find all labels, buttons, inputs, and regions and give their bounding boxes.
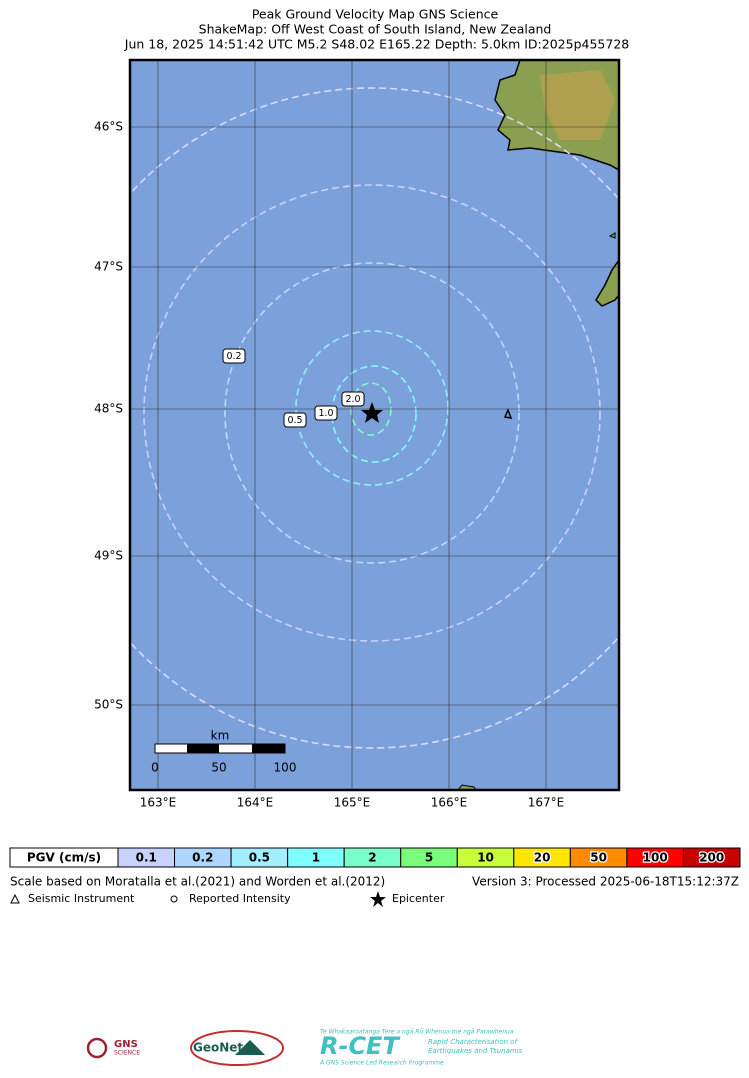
legend-bin-label: 10: [477, 851, 494, 865]
rcet-top: Te Whakaaroatanga Tere o ngā Rū Whenua m…: [320, 1029, 514, 1036]
contour-label: 0.2: [226, 351, 241, 362]
pgv-legend: PGV (cm/s) 0.1 0.2 0.5 1 2 5 10 20 50 100 200: [9, 847, 741, 868]
gns-logo: GNS: [114, 1039, 138, 1050]
legend-bin-label: 5: [425, 851, 433, 865]
geonet-ring: [190, 1030, 284, 1066]
contour: [224, 262, 520, 564]
scale-bar: km 0 50 100: [151, 729, 296, 775]
legend-bin-label: 2: [368, 851, 376, 865]
lon-label: 163°E: [140, 796, 177, 810]
legend-bin-label: 0.1: [136, 851, 157, 865]
map-area: 0.2 2.0 1.0 0.5 km 0 50 100: [130, 60, 619, 790]
lat-labels: 46°S 47°S 48°S 49°S 50°S: [94, 120, 123, 712]
epicenter: [361, 402, 383, 423]
symbol-label: Epicenter: [392, 892, 445, 905]
ocean: [130, 60, 619, 790]
scale-label: 50: [211, 761, 226, 775]
instrument-symbol: [10, 893, 20, 904]
lat-label: 47°S: [94, 260, 123, 274]
gns-logo-sub: SCIENCE: [114, 1050, 140, 1057]
scale-label: 100: [274, 761, 297, 775]
legend-title: PGV (cm/s): [27, 851, 101, 865]
lon-label: 167°E: [528, 796, 565, 810]
footer-version: Version 3: Processed 2025-06-18T15:12:37…: [472, 875, 739, 889]
lat-label: 50°S: [94, 698, 123, 712]
label-box: [283, 412, 307, 428]
label-box: [314, 405, 338, 421]
scale-seg: [252, 744, 285, 753]
rcet-side: Rapid Characterisation of: [428, 1038, 519, 1046]
legend-bin-label: 20: [534, 851, 551, 865]
lon-label: 166°E: [431, 796, 468, 810]
geonet-logo: GeoNet: [193, 1041, 243, 1055]
island: [608, 232, 616, 239]
land-relief: [540, 70, 615, 140]
graticule: [130, 60, 619, 790]
lon-labels: 163°E 164°E 165°E 166°E 167°E: [140, 796, 565, 810]
lat-label: 48°S: [94, 402, 123, 416]
title-line: Peak Ground Velocity Map GNS Science: [252, 7, 499, 22]
contour-labels: 0.2 2.0 1.0 0.5: [222, 348, 365, 428]
scale-unit: km: [211, 729, 230, 743]
lat-label: 49°S: [94, 549, 123, 563]
scale-label: 0: [151, 761, 159, 775]
logos: GNS SCIENCE GeoNet Te Whakaaroatanga Ter…: [86, 1029, 523, 1067]
rcet-logo: R-CET: [320, 1032, 400, 1060]
contour-label: 2.0: [345, 394, 360, 405]
legend-bin-label: 50: [590, 851, 607, 865]
island: [503, 407, 513, 419]
scale-seg: [187, 744, 219, 753]
contour: [143, 184, 601, 642]
legend-bin-label: 0.5: [249, 851, 270, 865]
title-line: ShakeMap: Off West Coast of South Island…: [199, 22, 552, 37]
footer-note: Scale based on Moratalla et al.(2021) an…: [10, 875, 385, 889]
geonet-mount: [235, 1040, 265, 1055]
rcet-side: Earthquakes and Tsunamis: [428, 1047, 523, 1055]
label-box: [222, 348, 246, 364]
lon-label: 164°E: [237, 796, 274, 810]
contour-label: 0.5: [287, 415, 302, 426]
contour: [295, 330, 449, 486]
symbol-label: Reported Intensity: [189, 892, 291, 905]
legend-bin-label: 1: [312, 851, 320, 865]
contour: [331, 365, 417, 463]
intensity-symbol: [170, 895, 178, 903]
gns-mark: [86, 1037, 108, 1059]
rcet-bottom: A GNS Science Led Research Programme: [319, 1060, 444, 1067]
contour: [130, 87, 619, 749]
title-line: Jun 18, 2025 14:51:42 UTC M5.2 S48.02 E1…: [124, 37, 630, 52]
legend-bin-label: 200: [699, 851, 724, 865]
lon-label: 165°E: [334, 796, 371, 810]
label-box: [341, 391, 365, 407]
epicenter-symbol: [370, 891, 386, 907]
legend-bin: [682, 847, 741, 868]
legend-bin-label: 100: [643, 851, 668, 865]
legend-bin-label: 0.2: [192, 851, 213, 865]
lat-label: 46°S: [94, 120, 123, 134]
map-frame: [128, 58, 621, 792]
contour-label: 1.0: [318, 408, 333, 419]
symbol-label: Seismic Instrument: [28, 892, 135, 905]
